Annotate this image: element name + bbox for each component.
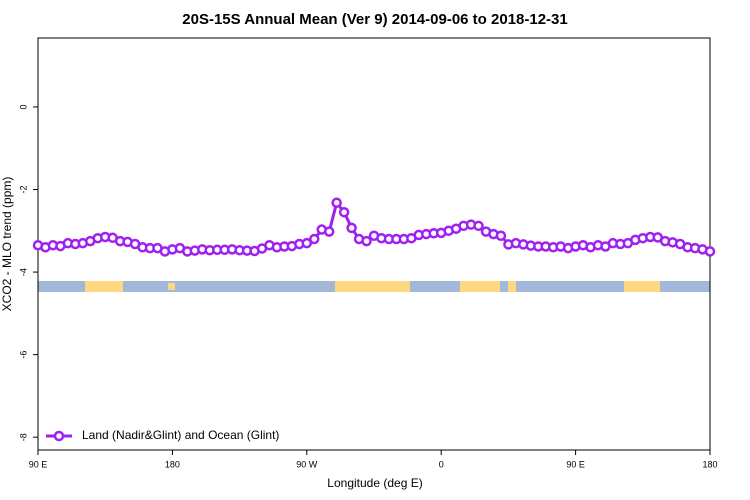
y-tick-label: -2 xyxy=(18,185,28,193)
x-tick-label: 90 E xyxy=(566,459,585,469)
data-point xyxy=(495,230,507,241)
legend-label: Land (Nadir&Glint) and Ocean (Glint) xyxy=(82,428,279,442)
surface-band xyxy=(38,281,710,292)
data-point xyxy=(361,235,372,247)
y-axis-label: XCO2 - MLO trend (ppm) xyxy=(0,177,14,312)
x-tick-label: 180 xyxy=(702,459,717,469)
x-tick-label: 180 xyxy=(165,459,180,469)
x-tick-label: 90 W xyxy=(296,459,318,469)
data-point xyxy=(473,220,484,232)
land-segment xyxy=(168,283,175,290)
x-axis-label: Longitude (deg E) xyxy=(327,476,422,490)
data-point xyxy=(704,246,716,257)
data-point xyxy=(338,206,350,218)
data-point xyxy=(301,237,313,249)
land-segment xyxy=(624,281,660,292)
land-segment xyxy=(335,281,410,292)
data-point xyxy=(323,226,335,237)
data-point xyxy=(346,222,357,234)
x-tick-label: 0 xyxy=(439,459,444,469)
data-point xyxy=(309,233,320,245)
legend-marker xyxy=(53,430,65,442)
data-point xyxy=(331,197,342,208)
y-tick-label: -8 xyxy=(18,433,28,441)
y-tick-label: -4 xyxy=(18,268,28,276)
land-segment xyxy=(508,281,516,292)
y-tick-label: 0 xyxy=(18,104,28,109)
land-segment xyxy=(460,281,500,292)
chart-title: 20S-15S Annual Mean (Ver 9) 2014-09-06 t… xyxy=(182,11,567,28)
x-tick-label: 90 E xyxy=(29,459,48,469)
land-segment xyxy=(85,281,123,292)
y-tick-label: -6 xyxy=(18,351,28,359)
